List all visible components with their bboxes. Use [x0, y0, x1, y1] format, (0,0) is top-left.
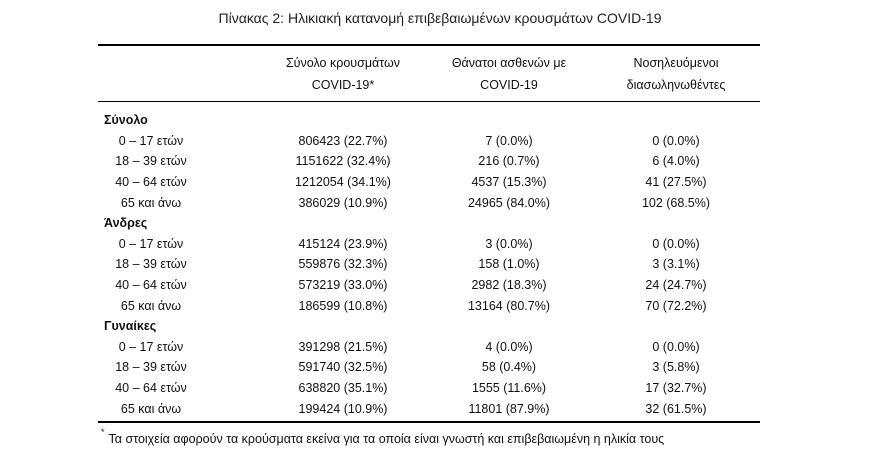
cell-cases: 415124 (23.9%) [298, 236, 388, 251]
cell-deaths: 4537 (15.3%) [471, 175, 547, 190]
header-deaths: Θάνατοι ασθενών με COVID-19 [426, 52, 592, 96]
cell-cases: 1212054 (34.1%) [295, 175, 391, 190]
row-age-label: 18 – 39 ετών [98, 257, 260, 271]
age-text: 65 και άνω [120, 298, 182, 313]
table-body: Σύνολο 0 – 17 ετών 806423 (22.7%) 7 (0.0… [98, 110, 760, 419]
cell-deaths: 11801 (87.9%) [468, 401, 550, 416]
header-total-cases-line2: COVID-19* [311, 77, 375, 92]
header-intubated-line1: Νοσηλευόμενοι [633, 55, 719, 70]
header-total-cases-line1: Σύνολο κρουσμάτων [285, 55, 401, 70]
header-intubated: Νοσηλευόμενοι διασωληνωθέντες [592, 52, 760, 96]
row-age-label: 65 και άνω [98, 402, 260, 416]
cell-cases: 1151622 (32.4%) [295, 154, 391, 169]
cell-intubated: 3 (3.1%) [652, 257, 700, 272]
cell-deaths: 3 (0.0%) [485, 236, 533, 251]
bottom-rule [98, 420, 760, 423]
age-text: 40 – 64 ετών [115, 381, 187, 396]
cell-cases: 573219 (33.0%) [298, 278, 388, 293]
row-age-label: 0 – 17 ετών [98, 340, 260, 354]
cell-intubated: 3 (5.8%) [652, 360, 700, 375]
row-age-label: 65 και άνω [98, 299, 260, 313]
age-text: 18 – 39 ετών [115, 360, 187, 375]
cell-deaths: 7 (0.0%) [485, 133, 533, 148]
cell-cases: 386029 (10.9%) [298, 195, 388, 210]
table-header-row: Σύνολο κρουσμάτων COVID-19* Θάνατοι ασθε… [98, 46, 760, 101]
row-age-label: 65 και άνω [98, 196, 260, 210]
header-deaths-line2: COVID-19 [480, 77, 538, 92]
cell-deaths: 24965 (84.0%) [467, 195, 550, 210]
cell-intubated: 41 (27.5%) [645, 175, 707, 190]
cell-intubated: 6 (4.0%) [652, 154, 700, 169]
age-text: 18 – 39 ετών [115, 154, 187, 169]
cell-intubated: 32 (61.5%) [645, 401, 707, 416]
row-age-label: 40 – 64 ετών [98, 175, 260, 189]
cell-deaths: 4 (0.0%) [485, 339, 533, 354]
age-text: 0 – 17 ετών [118, 236, 184, 251]
cell-deaths: 158 (1.0%) [478, 257, 540, 272]
cell-intubated: 0 (0.0%) [652, 339, 700, 354]
row-age-label: 40 – 64 ετών [98, 381, 260, 395]
footnote-text: Τα στοιχεία αφορούν τα κρούσματα εκείνα … [108, 432, 665, 447]
cell-deaths: 58 (0.4%) [481, 360, 537, 375]
age-text: 65 και άνω [120, 401, 182, 416]
cell-intubated: 102 (68.5%) [641, 195, 711, 210]
cell-deaths: 13164 (80.7%) [467, 298, 550, 313]
age-distribution-table: Σύνολο κρουσμάτων COVID-19* Θάνατοι ασθε… [98, 44, 760, 423]
table-caption: Πίνακας 2: Ηλικιακή κατανομή επιβεβαιωμέ… [218, 10, 662, 26]
section-title: Σύνολο [104, 113, 148, 128]
top-rule [98, 44, 760, 46]
cell-intubated: 24 (24.7%) [645, 278, 707, 293]
cell-cases: 391298 (21.5%) [298, 339, 388, 354]
age-text: 18 – 39 ετών [115, 257, 187, 272]
cell-cases: 806423 (22.7%) [298, 133, 388, 148]
cell-deaths: 1555 (11.6%) [471, 381, 547, 396]
section-title: Άνδρες [104, 216, 148, 231]
cell-cases: 199424 (10.9%) [298, 401, 388, 416]
age-text: 0 – 17 ετών [118, 339, 184, 354]
cell-intubated: 0 (0.0%) [652, 133, 700, 148]
cell-intubated: 17 (32.7%) [645, 381, 707, 396]
row-age-label: 18 – 39 ετών [98, 360, 260, 374]
cell-intubated: 0 (0.0%) [652, 236, 700, 251]
header-deaths-line1: Θάνατοι ασθενών με [451, 55, 567, 70]
cell-intubated: 70 (72.2%) [645, 298, 707, 313]
header-intubated-line2: διασωληνωθέντες [626, 77, 726, 92]
cell-deaths: 2982 (18.3%) [471, 278, 547, 293]
footnote-marker: * [101, 427, 105, 437]
row-age-label: 18 – 39 ετών [98, 154, 260, 168]
header-rule [98, 101, 760, 102]
cell-cases: 638820 (35.1%) [298, 381, 388, 396]
cell-deaths: 216 (0.7%) [478, 154, 540, 169]
cell-cases: 559876 (32.3%) [298, 257, 388, 272]
age-text: 40 – 64 ετών [115, 175, 187, 190]
age-text: 0 – 17 ετών [118, 133, 184, 148]
row-age-label: 0 – 17 ετών [98, 134, 260, 148]
age-text: 40 – 64 ετών [115, 278, 187, 293]
footnote: *Τα στοιχεία αφορούν τα κρούσματα εκείνα… [101, 427, 665, 447]
cell-cases: 591740 (32.5%) [298, 360, 388, 375]
cell-cases: 186599 (10.8%) [298, 298, 388, 313]
row-age-label: 0 – 17 ετών [98, 237, 260, 251]
section-title: Γυναίκες [104, 319, 157, 334]
age-text: 65 και άνω [120, 195, 182, 210]
header-total-cases: Σύνολο κρουσμάτων COVID-19* [260, 52, 426, 96]
row-age-label: 40 – 64 ετών [98, 278, 260, 292]
